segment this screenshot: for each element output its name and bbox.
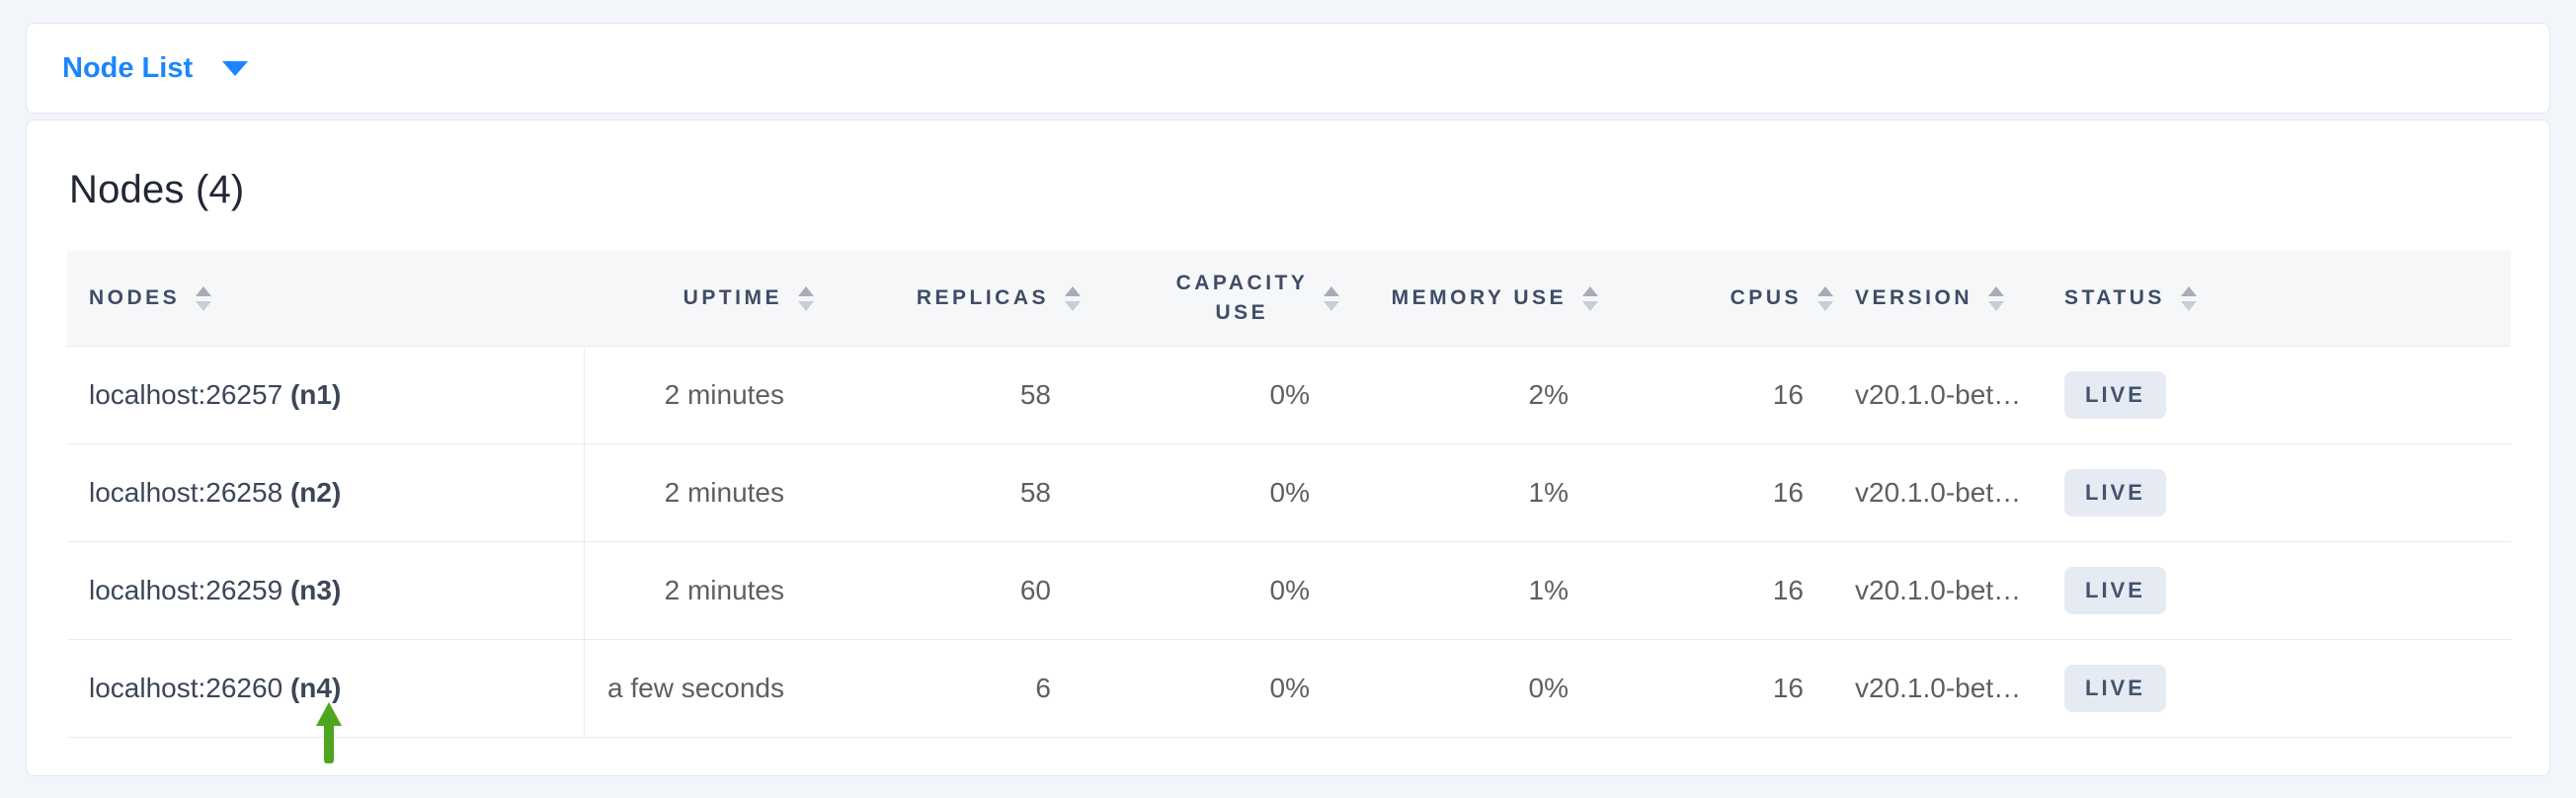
cell-status: LIVE xyxy=(2039,639,2511,738)
status-badge: LIVE xyxy=(2064,665,2166,712)
cell-status: LIVE xyxy=(2039,443,2511,541)
column-header-version[interactable]: VERSION xyxy=(1833,251,2039,346)
cell-status: LIVE xyxy=(2039,541,2511,639)
cell-node-address: localhost:26259 (n3) xyxy=(67,541,585,639)
green-up-arrow-annotation xyxy=(316,702,342,765)
sort-icon xyxy=(1582,285,1598,311)
column-header-uptime[interactable]: UPTIME xyxy=(585,251,814,346)
cell-uptime: 2 minutes xyxy=(585,346,814,443)
node-address: localhost:26257 xyxy=(89,379,283,410)
cell-capacity-use: 0% xyxy=(1081,346,1339,443)
column-label: MEMORY USE xyxy=(1391,286,1567,309)
column-label: CAPACITY USE xyxy=(1175,271,1309,324)
node-address: localhost:26260 xyxy=(89,673,283,703)
cell-cpus: 16 xyxy=(1598,541,1833,639)
column-label: UPTIME xyxy=(683,286,782,309)
sort-icon xyxy=(1324,285,1339,311)
cell-memory-use: 1% xyxy=(1339,541,1598,639)
view-dropdown[interactable]: Node List xyxy=(62,51,249,85)
page-title: Nodes (4) xyxy=(69,168,245,211)
cell-cpus: 16 xyxy=(1598,639,1833,738)
sort-icon xyxy=(798,285,814,311)
table-header-row: NODES UPTIME REPLICAS CAPACITY USE MEMOR… xyxy=(67,251,2511,346)
cell-replicas: 6 xyxy=(814,639,1081,738)
status-badge: LIVE xyxy=(2064,371,2166,419)
table-row-node-3: localhost:26259 (n3) 2 minutes 60 0% 1% … xyxy=(67,541,2511,639)
node-address: localhost:26259 xyxy=(89,575,283,605)
sort-icon xyxy=(1817,285,1833,311)
column-header-status[interactable]: STATUS xyxy=(2039,251,2511,346)
node-id: (n3) xyxy=(289,575,342,605)
column-label: STATUS xyxy=(2064,286,2165,309)
cell-capacity-use: 0% xyxy=(1081,639,1339,738)
cell-node-address: localhost:26260 (n4) xyxy=(67,639,585,763)
cell-cpus: 16 xyxy=(1598,346,1833,443)
cell-memory-use: 2% xyxy=(1339,346,1598,443)
table-row-node-4: localhost:26260 (n4) a few seconds 6 0% … xyxy=(67,639,2511,763)
cell-node-address: localhost:26257 (n1) xyxy=(67,346,585,443)
node-id: (n1) xyxy=(289,379,342,410)
cell-replicas: 60 xyxy=(814,541,1081,639)
sort-icon xyxy=(196,285,212,311)
view-dropdown-label: Node List xyxy=(62,51,194,84)
cell-version: v20.1.0-bet… xyxy=(1833,639,2039,738)
cell-uptime: 2 minutes xyxy=(585,443,814,541)
cell-memory-use: 1% xyxy=(1339,443,1598,541)
cell-version: v20.1.0-bet… xyxy=(1833,346,2039,443)
table-row-node-2: localhost:26258 (n2) 2 minutes 58 0% 1% … xyxy=(67,443,2511,541)
cell-capacity-use: 0% xyxy=(1081,541,1339,639)
cell-uptime: a few seconds xyxy=(585,639,814,738)
node-id: (n2) xyxy=(289,477,342,508)
cell-version: v20.1.0-bet… xyxy=(1833,541,2039,639)
nodes-table: NODES UPTIME REPLICAS CAPACITY USE MEMOR… xyxy=(67,251,2511,763)
cell-memory-use: 0% xyxy=(1339,639,1598,738)
cell-replicas: 58 xyxy=(814,346,1081,443)
node-address: localhost:26258 xyxy=(89,477,283,508)
cell-capacity-use: 0% xyxy=(1081,443,1339,541)
column-header-replicas[interactable]: REPLICAS xyxy=(814,251,1081,346)
node-id: (n4) xyxy=(289,673,342,703)
column-label: REPLICAS xyxy=(916,286,1049,309)
cell-uptime: 2 minutes xyxy=(585,541,814,639)
column-label: CPUS xyxy=(1730,286,1802,309)
table-row-node-1: localhost:26257 (n1) 2 minutes 58 0% 2% … xyxy=(67,346,2511,443)
cell-version: v20.1.0-bet… xyxy=(1833,443,2039,541)
column-header-nodes[interactable]: NODES xyxy=(67,251,585,346)
sort-icon xyxy=(1065,285,1081,311)
column-header-cpus[interactable]: CPUS xyxy=(1598,251,1833,346)
view-switcher-bar: Node List xyxy=(26,23,2550,114)
chevron-down-icon xyxy=(222,60,249,76)
column-label: NODES xyxy=(89,286,181,309)
column-header-memory-use[interactable]: MEMORY USE xyxy=(1339,251,1598,346)
cell-node-address: localhost:26258 (n2) xyxy=(67,443,585,541)
cell-status: LIVE xyxy=(2039,346,2511,443)
column-label: VERSION xyxy=(1855,286,1973,309)
sort-icon xyxy=(2180,285,2197,311)
sort-icon xyxy=(1988,285,2005,311)
nodes-card: Nodes (4) NODES UPTIME REPLICAS CAPACITY… xyxy=(26,120,2550,776)
status-badge: LIVE xyxy=(2064,469,2166,517)
cell-replicas: 58 xyxy=(814,443,1081,541)
column-header-capacity-use[interactable]: CAPACITY USE xyxy=(1081,251,1339,346)
cell-cpus: 16 xyxy=(1598,443,1833,541)
status-badge: LIVE xyxy=(2064,567,2166,614)
